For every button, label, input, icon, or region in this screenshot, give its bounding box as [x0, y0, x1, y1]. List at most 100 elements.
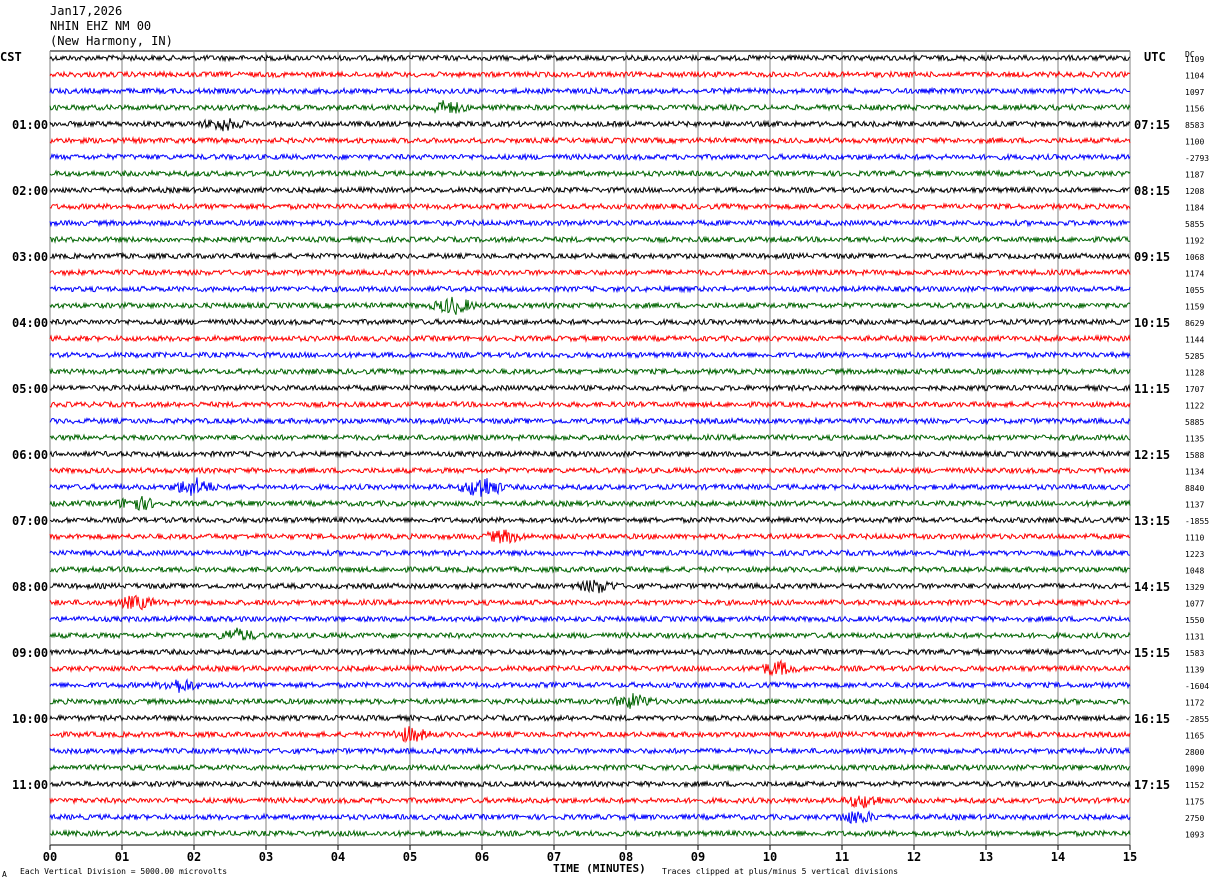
right-hour-label: 16:15: [1134, 712, 1170, 726]
dc-value: 1110: [1185, 534, 1204, 543]
x-tick-label: 04: [331, 850, 345, 864]
trace-row-11: [49, 218, 1131, 228]
dc-value: 1588: [1185, 451, 1204, 460]
dc-value: 1187: [1185, 171, 1204, 180]
trace-row-33: [49, 579, 1131, 594]
station-code: NHIN EHZ NM 00: [50, 19, 152, 33]
right-hour-label: 15:15: [1134, 646, 1170, 660]
x-tick-label: 03: [259, 850, 273, 864]
trace-row-14: [49, 267, 1131, 277]
x-tick-label: 13: [979, 850, 993, 864]
trace-row-5: [49, 118, 1131, 132]
x-tick-label: 00: [43, 850, 57, 864]
trace-row-39: [49, 678, 1131, 693]
trace-row-17: [49, 317, 1131, 327]
left-hour-label: 07:00: [12, 514, 48, 528]
left-hour-label: 11:00: [12, 778, 48, 792]
trace-row-29: [49, 515, 1131, 525]
dc-value: 1109: [1185, 55, 1204, 64]
trace-row-3: [49, 86, 1131, 96]
left-hour-label: 09:00: [12, 646, 48, 660]
trace-row-42: [49, 726, 1131, 744]
left-hour-label: 06:00: [12, 448, 48, 462]
dc-value: 1172: [1185, 699, 1204, 708]
right-hour-label: 10:15: [1134, 316, 1170, 330]
trace-row-47: [49, 810, 1131, 824]
trace-row-19: [49, 350, 1131, 360]
x-tick-label: 06: [475, 850, 489, 864]
left-hour-label: 10:00: [12, 712, 48, 726]
dc-value: 1122: [1185, 402, 1204, 411]
scale-note: Each Vertical Division = 5000.00 microvo…: [20, 867, 228, 876]
dc-value: 1208: [1185, 187, 1204, 196]
dc-value: 1550: [1185, 616, 1204, 625]
trace-row-25: [49, 449, 1131, 459]
dc-value: 8629: [1185, 319, 1204, 328]
dc-value: 1104: [1185, 72, 1204, 81]
dc-value: 1048: [1185, 567, 1204, 576]
dc-value: 1135: [1185, 435, 1204, 444]
dc-value: 5285: [1185, 352, 1204, 361]
trace-row-20: [49, 367, 1131, 376]
x-tick-label: 09: [691, 850, 705, 864]
trace-row-41: [49, 713, 1131, 723]
dc-value: 1090: [1185, 765, 1204, 774]
trace-row-26: [49, 466, 1131, 475]
x-tick-label: 10: [763, 850, 777, 864]
trace-row-22: [49, 400, 1131, 409]
dc-value: 1077: [1185, 600, 1204, 609]
right-hour-label: 17:15: [1134, 778, 1170, 792]
trace-row-28: [49, 495, 1131, 511]
dc-value: 8840: [1185, 484, 1204, 493]
right-timezone-label: UTC: [1144, 50, 1166, 64]
dc-value: 1175: [1185, 798, 1204, 807]
left-hour-label: 01:00: [12, 118, 48, 132]
trace-row-6: [49, 135, 1131, 145]
trace-row-12: [49, 235, 1131, 244]
trace-row-34: [49, 594, 1131, 611]
trace-row-10: [49, 202, 1131, 211]
right-hour-label: 12:15: [1134, 448, 1170, 462]
trace-row-48: [49, 829, 1131, 838]
trace-row-35: [49, 614, 1131, 624]
dc-value: -2855: [1185, 715, 1209, 724]
left-hour-label: 08:00: [12, 580, 48, 594]
left-hour-label: 02:00: [12, 184, 48, 198]
trace-row-43: [49, 746, 1131, 756]
trace-row-45: [49, 779, 1131, 789]
x-tick-label: 11: [835, 850, 849, 864]
trace-row-46: [49, 795, 1131, 809]
trace-row-1: [49, 53, 1131, 63]
right-hour-label: 11:15: [1134, 382, 1170, 396]
trace-row-15: [49, 284, 1131, 294]
trace-row-37: [49, 647, 1131, 657]
right-hour-label: 07:15: [1134, 118, 1170, 132]
right-hour-label: 13:15: [1134, 514, 1170, 528]
dc-value: 1165: [1185, 732, 1204, 741]
dc-value: 1128: [1185, 369, 1204, 378]
dc-value: 1329: [1185, 583, 1204, 592]
trace-row-18: [49, 333, 1131, 344]
clip-note: Traces clipped at plus/minus 5 vertical …: [662, 867, 899, 876]
trace-row-21: [49, 383, 1131, 393]
dc-value: 1144: [1185, 336, 1204, 345]
dc-value: 1223: [1185, 550, 1204, 559]
x-tick-label: 05: [403, 850, 417, 864]
left-hour-label: 05:00: [12, 382, 48, 396]
dc-value: -2793: [1185, 154, 1209, 163]
trace-row-44: [49, 763, 1131, 773]
dc-value: 1100: [1185, 138, 1204, 147]
left-hour-label: 04:00: [12, 316, 48, 330]
dc-value: 1097: [1185, 88, 1204, 97]
x-tick-label: 15: [1123, 850, 1137, 864]
dc-value: 1093: [1185, 831, 1204, 840]
trace-row-31: [49, 548, 1131, 558]
dc-value: 1068: [1185, 253, 1204, 262]
trace-row-7: [49, 152, 1131, 162]
left-timezone-label: CST: [0, 50, 22, 64]
dc-value: 5885: [1185, 418, 1204, 427]
trace-row-24: [49, 432, 1131, 442]
footer-mark: A: [2, 870, 7, 879]
trace-row-16: [49, 296, 1131, 315]
